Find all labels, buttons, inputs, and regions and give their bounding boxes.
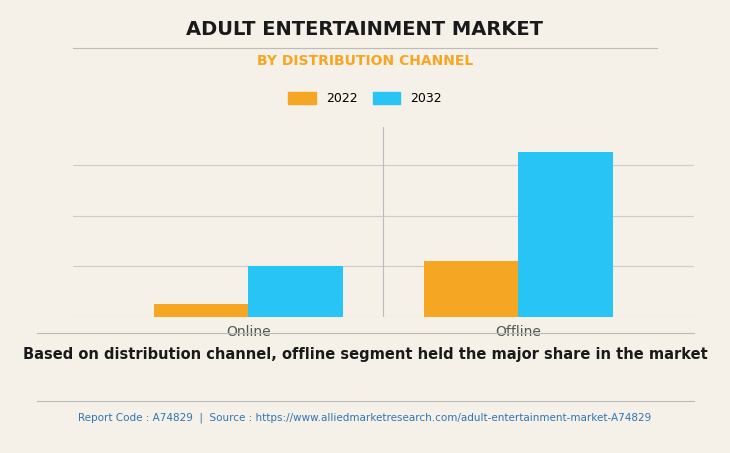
Text: ADULT ENTERTAINMENT MARKET: ADULT ENTERTAINMENT MARKET [186, 20, 544, 39]
Bar [248, 266, 343, 317]
Bar [154, 304, 248, 317]
Bar [423, 261, 518, 317]
Text: BY DISTRIBUTION CHANNEL: BY DISTRIBUTION CHANNEL [257, 54, 473, 68]
Bar [518, 152, 612, 317]
Legend: 2022, 2032: 2022, 2032 [288, 92, 442, 105]
Text: Based on distribution channel, offline segment held the major share in the marke: Based on distribution channel, offline s… [23, 347, 707, 361]
Text: Report Code : A74829  |  Source : https://www.alliedmarketresearch.com/adult-ent: Report Code : A74829 | Source : https://… [78, 412, 652, 423]
